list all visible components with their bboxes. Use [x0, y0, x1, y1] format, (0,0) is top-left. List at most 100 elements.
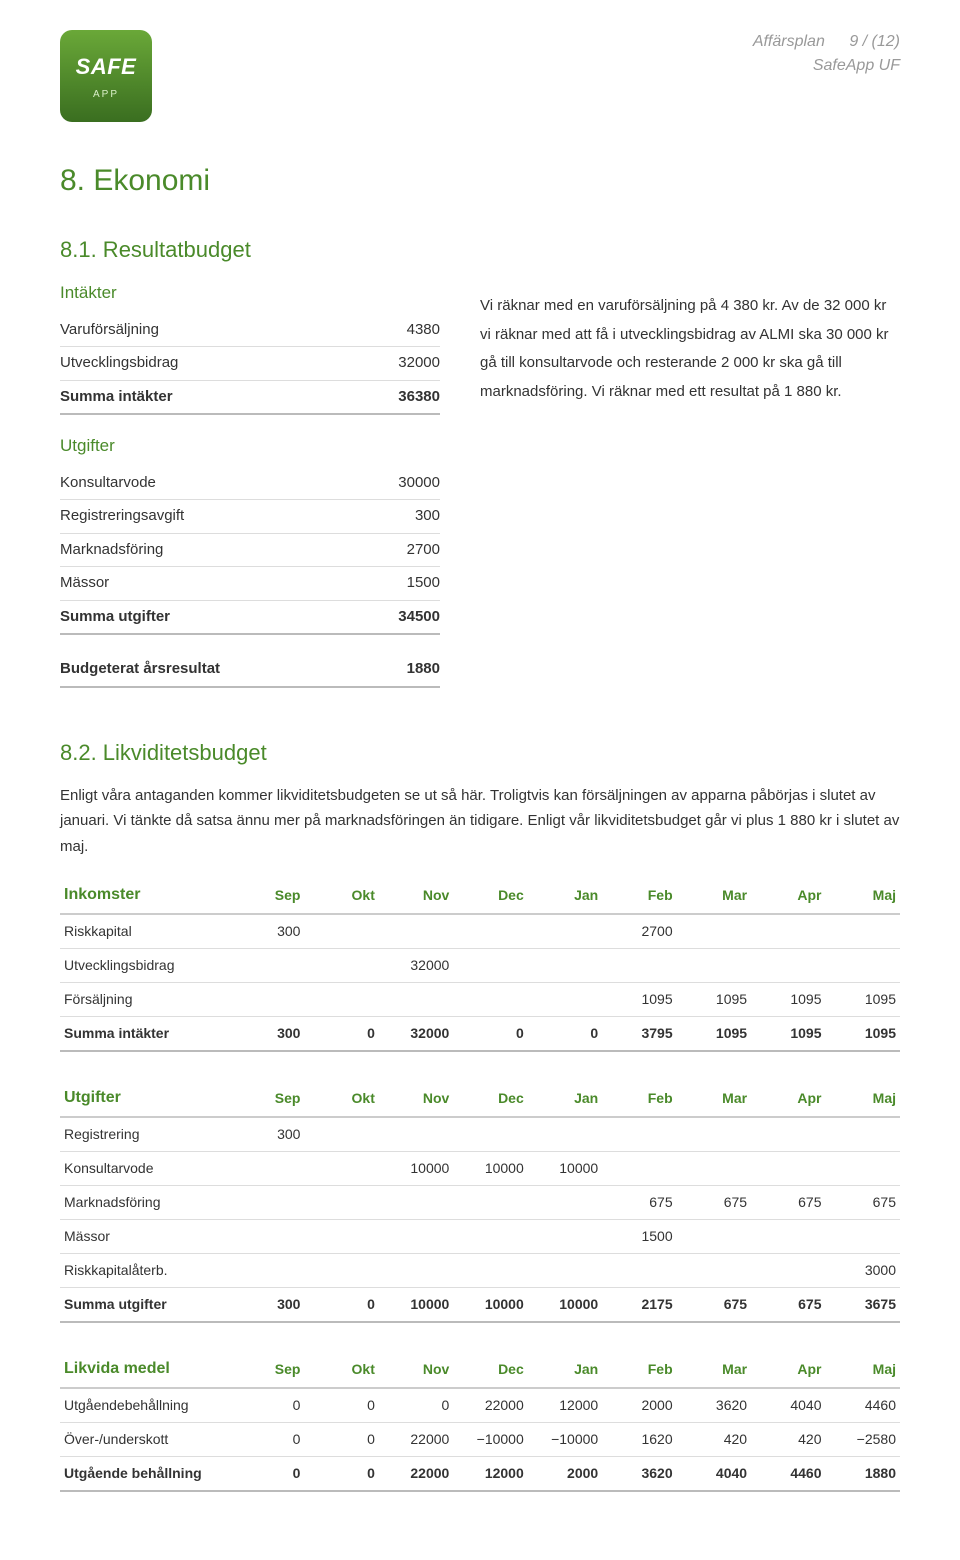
sum-cell: 2175 — [602, 1288, 676, 1323]
month-header: Jan — [528, 1080, 602, 1117]
table-sum-row: Summa utgifter34500 — [60, 600, 440, 634]
cell-value — [379, 983, 453, 1017]
row-label: Konsultarvode — [60, 1152, 230, 1186]
cell-value — [602, 1152, 676, 1186]
liquidity-income-table: InkomsterSepOktNovDecJanFebMarAprMaj Ris… — [60, 877, 900, 1052]
section-title: 8. Ekonomi — [60, 158, 900, 203]
table-row: Varuförsäljning4380 — [60, 314, 440, 347]
sum-cell: 300 — [230, 1017, 304, 1052]
cell-value: −10000 — [528, 1423, 602, 1457]
sum-cell: 32000 — [379, 1017, 453, 1052]
cell-value: 22000 — [379, 1423, 453, 1457]
cell-value: 675 — [826, 1186, 901, 1220]
cell-value: 0 — [379, 1388, 453, 1423]
table-header-row: UtgifterSepOktNovDecJanFebMarAprMaj — [60, 1080, 900, 1117]
cell-value — [453, 983, 527, 1017]
sum-cell: 3620 — [602, 1457, 676, 1492]
cell-value — [304, 983, 378, 1017]
row-label: Riskkapital — [60, 914, 230, 949]
cell-value: −2580 — [826, 1423, 901, 1457]
month-header: Mar — [677, 1080, 751, 1117]
row-label: Mässor — [60, 1220, 230, 1254]
sum-cell: 0 — [528, 1017, 602, 1052]
cell-value: 10000 — [379, 1152, 453, 1186]
cell-value — [379, 1220, 453, 1254]
intakter-table: Varuförsäljning4380Utvecklingsbidrag3200… — [60, 314, 440, 416]
resultbudget-side-text: Vi räknar med en varuförsäljning på 4 38… — [480, 280, 900, 406]
cell-value: 675 — [602, 1186, 676, 1220]
cell-value: 675 — [677, 1186, 751, 1220]
sum-cell: 1095 — [826, 1017, 901, 1052]
table-corner-header: Inkomster — [60, 877, 230, 914]
row-label: Varuförsäljning — [60, 314, 341, 347]
cell-value — [304, 1152, 378, 1186]
resultbudget-title: 8.1. Resultatbudget — [60, 233, 900, 266]
table-row: Över-/underskott0022000−10000−1000016204… — [60, 1423, 900, 1457]
cell-value: 1500 — [602, 1220, 676, 1254]
cell-value: 22000 — [453, 1388, 527, 1423]
cell-value — [677, 1117, 751, 1152]
cell-value — [528, 949, 602, 983]
table-row: Utvecklingsbidrag32000 — [60, 949, 900, 983]
sum-cell: 12000 — [453, 1457, 527, 1492]
cell-value — [304, 1117, 378, 1152]
cell-value — [677, 949, 751, 983]
month-header: Sep — [230, 1080, 304, 1117]
cell-value — [528, 1220, 602, 1254]
sum-cell: 1095 — [751, 1017, 825, 1052]
table-corner-header: Utgifter — [60, 1080, 230, 1117]
month-header: Feb — [602, 877, 676, 914]
page-header: SAFE APP Affärsplan 9 / (12) SafeApp UF — [60, 30, 900, 122]
cell-value — [751, 949, 825, 983]
sum-cell: 3795 — [602, 1017, 676, 1052]
cell-value — [528, 1117, 602, 1152]
row-value: 300 — [344, 500, 440, 534]
table-row: Konsultarvode100001000010000 — [60, 1152, 900, 1186]
month-header: Nov — [379, 1080, 453, 1117]
cell-value: 675 — [751, 1186, 825, 1220]
table-header-row: Likvida medelSepOktNovDecJanFebMarAprMaj — [60, 1351, 900, 1388]
header-meta: Affärsplan 9 / (12) SafeApp UF — [753, 30, 900, 78]
cell-value: 0 — [230, 1423, 304, 1457]
table-sum-row: Summa utgifter30001000010000100002175675… — [60, 1288, 900, 1323]
table-sum-row: Summa intäkter36380 — [60, 380, 440, 414]
sum-value: 34500 — [344, 600, 440, 634]
cell-value — [453, 1254, 527, 1288]
row-value: 32000 — [341, 347, 440, 381]
sum-cell: 0 — [304, 1017, 378, 1052]
cell-value: 4460 — [826, 1388, 901, 1423]
sum-label: Summa intäkter — [60, 1017, 230, 1052]
sum-cell: 10000 — [379, 1288, 453, 1323]
cell-value: 10000 — [453, 1152, 527, 1186]
sum-cell: 10000 — [453, 1288, 527, 1323]
sum-cell: 300 — [230, 1288, 304, 1323]
liquidity-liquid-table: Likvida medelSepOktNovDecJanFebMarAprMaj… — [60, 1351, 900, 1492]
cell-value: 1095 — [677, 983, 751, 1017]
row-label: Över-/underskott — [60, 1423, 230, 1457]
cell-value — [379, 1117, 453, 1152]
month-header: Mar — [677, 877, 751, 914]
table-sum-row: Summa intäkter30003200000379510951095109… — [60, 1017, 900, 1052]
cell-value: 2000 — [602, 1388, 676, 1423]
table-row: Utvecklingsbidrag32000 — [60, 347, 440, 381]
table-row: Försäljning1095109510951095 — [60, 983, 900, 1017]
doc-title: Affärsplan — [753, 33, 825, 50]
sum-cell: 4460 — [751, 1457, 825, 1492]
sum-cell: 0 — [230, 1457, 304, 1492]
row-label: Försäljning — [60, 983, 230, 1017]
cell-value: 1095 — [602, 983, 676, 1017]
logo: SAFE APP — [60, 30, 152, 122]
cell-value — [230, 983, 304, 1017]
intakter-heading: Intäkter — [60, 280, 440, 306]
cell-value: 12000 — [528, 1388, 602, 1423]
cell-value — [528, 1254, 602, 1288]
row-label: Marknadsföring — [60, 1186, 230, 1220]
sum-cell: 675 — [751, 1288, 825, 1323]
table-row: Marknadsföring2700 — [60, 533, 440, 567]
cell-value: 4040 — [751, 1388, 825, 1423]
table-row: Registrering300 — [60, 1117, 900, 1152]
month-header: Okt — [304, 1080, 378, 1117]
month-header: Apr — [751, 1351, 825, 1388]
liquidity-expense-table: UtgifterSepOktNovDecJanFebMarAprMaj Regi… — [60, 1080, 900, 1323]
cell-value: 1095 — [826, 983, 901, 1017]
